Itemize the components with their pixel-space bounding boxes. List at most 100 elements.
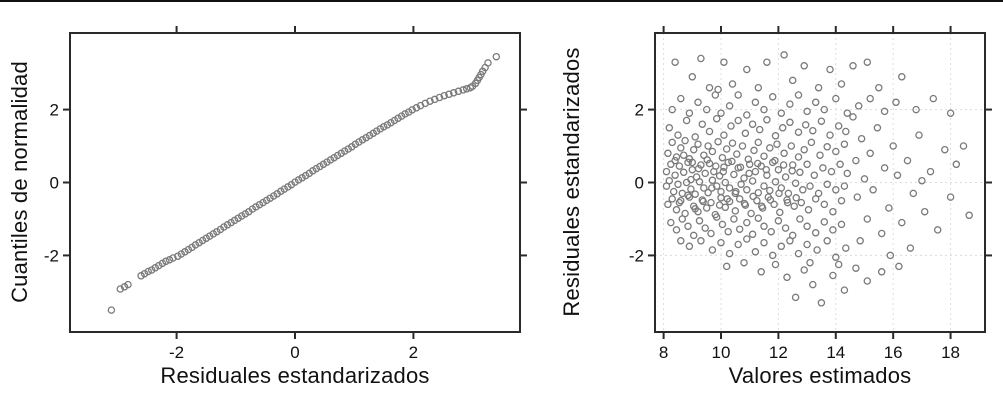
data-point bbox=[702, 204, 711, 212]
data-point bbox=[959, 142, 968, 150]
data-point bbox=[898, 73, 906, 81]
data-point bbox=[869, 186, 877, 194]
data-point bbox=[832, 147, 840, 156]
data-point bbox=[803, 107, 811, 116]
data-point bbox=[829, 207, 837, 216]
data-point bbox=[852, 156, 860, 165]
data-point bbox=[677, 196, 685, 205]
data-point bbox=[708, 147, 717, 156]
data-point bbox=[814, 189, 823, 198]
data-point bbox=[946, 109, 955, 117]
data-point bbox=[745, 160, 754, 169]
data-point bbox=[775, 189, 783, 198]
data-point bbox=[763, 116, 771, 124]
data-point bbox=[920, 207, 929, 216]
data-point bbox=[740, 258, 748, 267]
data-point bbox=[162, 257, 170, 266]
x-tick-label: 0 bbox=[290, 343, 299, 362]
data-point bbox=[748, 177, 757, 185]
data-point bbox=[886, 251, 895, 260]
data-point bbox=[744, 155, 753, 163]
data-point bbox=[688, 158, 697, 167]
data-point bbox=[781, 224, 790, 232]
data-point bbox=[684, 191, 692, 200]
data-point bbox=[724, 158, 732, 167]
data-point bbox=[703, 156, 711, 164]
data-point bbox=[748, 230, 757, 239]
data-point bbox=[860, 175, 869, 183]
data-point bbox=[800, 62, 808, 70]
residuals-vs-fitted-gridlines bbox=[655, 33, 985, 332]
data-point bbox=[743, 218, 751, 227]
data-point bbox=[794, 128, 803, 136]
data-point bbox=[796, 215, 804, 223]
data-point bbox=[735, 225, 744, 233]
data-point bbox=[730, 170, 738, 179]
qq-x-axis-label: Residuales estandarizados bbox=[160, 363, 430, 388]
data-point bbox=[849, 62, 857, 70]
y-tick-label: 2 bbox=[50, 101, 59, 120]
data-point bbox=[786, 100, 794, 108]
data-point bbox=[679, 168, 688, 177]
data-point bbox=[116, 285, 125, 293]
data-point bbox=[743, 65, 751, 74]
data-point bbox=[699, 197, 707, 206]
data-point bbox=[707, 229, 715, 238]
data-point bbox=[740, 174, 748, 182]
data-point bbox=[719, 167, 728, 176]
data-point bbox=[733, 150, 741, 158]
data-point bbox=[727, 122, 735, 130]
data-point bbox=[800, 266, 808, 274]
data-point bbox=[760, 105, 768, 114]
data-point bbox=[854, 102, 863, 110]
data-point bbox=[866, 149, 874, 158]
data-point bbox=[762, 165, 771, 174]
data-point bbox=[426, 97, 434, 105]
data-point bbox=[807, 138, 816, 147]
qq-y-axis-label: Cuantiles de normalidad bbox=[7, 61, 32, 303]
data-point bbox=[837, 80, 846, 88]
residuals-vs-fitted-panel: 8 10 12 14 16 18 -2 0 2 bbox=[629, 26, 992, 362]
qq-plot-axes: -2 0 2 -2 0 2 bbox=[44, 26, 527, 362]
data-point bbox=[454, 87, 463, 96]
data-point bbox=[768, 93, 777, 101]
data-point bbox=[783, 198, 792, 207]
data-point bbox=[169, 254, 177, 262]
data-point bbox=[667, 218, 675, 227]
data-point bbox=[700, 184, 708, 192]
data-point bbox=[819, 164, 827, 172]
data-point bbox=[832, 253, 840, 262]
data-point bbox=[885, 204, 893, 212]
data-point bbox=[829, 226, 837, 234]
data-point bbox=[722, 262, 731, 271]
data-point bbox=[715, 172, 724, 180]
data-point bbox=[836, 160, 844, 169]
data-point bbox=[747, 209, 755, 218]
data-point bbox=[834, 122, 843, 130]
data-point bbox=[667, 160, 675, 169]
data-point bbox=[767, 227, 775, 236]
data-point bbox=[786, 118, 794, 127]
data-point bbox=[669, 187, 678, 196]
data-point bbox=[107, 306, 116, 314]
data-point bbox=[412, 104, 421, 112]
data-point bbox=[817, 117, 826, 125]
data-point bbox=[755, 125, 764, 134]
data-point bbox=[770, 200, 778, 209]
data-point bbox=[757, 268, 765, 276]
data-point bbox=[745, 169, 753, 178]
data-point bbox=[674, 180, 682, 189]
data-point bbox=[691, 205, 699, 213]
data-point bbox=[794, 153, 803, 161]
data-point bbox=[708, 176, 717, 185]
data-point bbox=[817, 299, 826, 307]
data-point bbox=[875, 83, 883, 92]
x-tick-label: 18 bbox=[941, 343, 960, 362]
residuals-x-axis-label: Valores estimados bbox=[728, 363, 912, 388]
data-point bbox=[760, 152, 768, 160]
data-point bbox=[449, 89, 458, 97]
data-point bbox=[804, 206, 813, 214]
data-point bbox=[873, 124, 882, 132]
data-point bbox=[792, 194, 800, 202]
